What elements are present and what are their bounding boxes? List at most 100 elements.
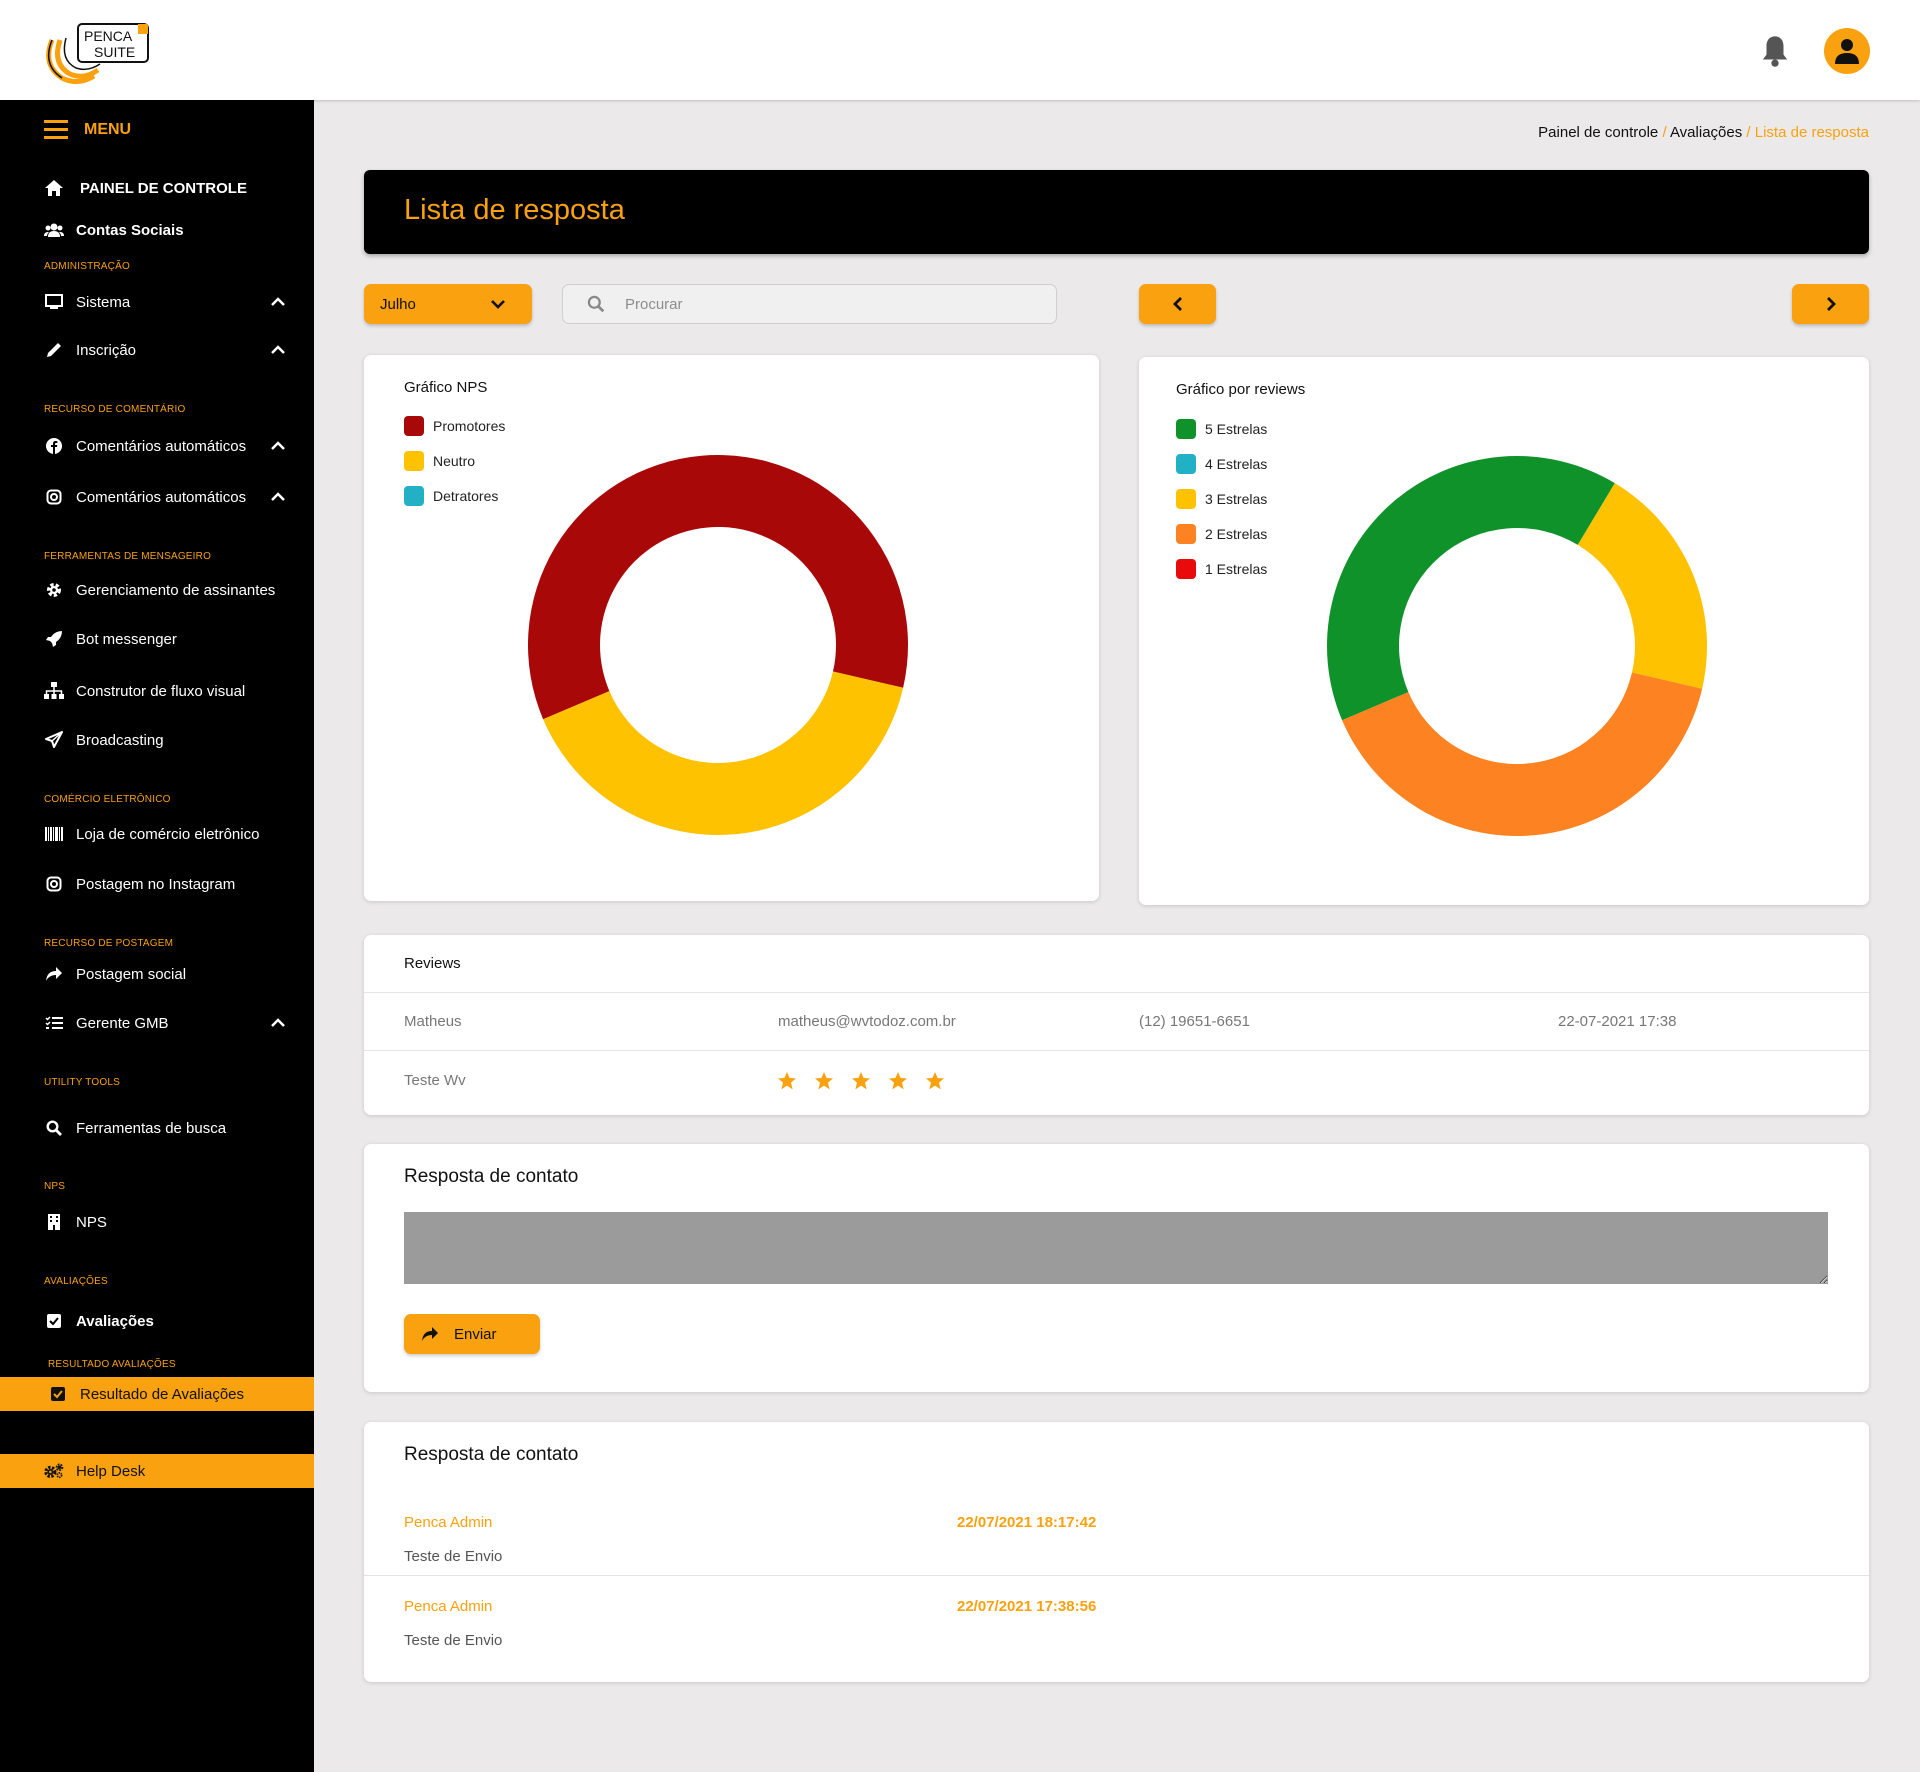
chevron-up-icon[interactable] (270, 1015, 286, 1031)
bell-icon[interactable] (1760, 34, 1790, 68)
table-row[interactable]: Teste Wv (364, 1050, 1869, 1112)
sidebar-item-label: Gerente GMB (76, 1014, 169, 1032)
sidebar-item-gerente-gmb[interactable]: Gerente GMB (0, 1006, 314, 1040)
reviews-donut-chart (1327, 456, 1707, 836)
sidebar-item-comentarios-facebook[interactable]: Comentários automáticos (0, 429, 314, 463)
sidebar-item-painel[interactable]: PAINEL DE CONTROLE (0, 171, 314, 205)
breadcrumb: Painel de controle / Avaliações / Lista … (1538, 124, 1869, 141)
sidebar-item-postagem-social[interactable]: Postagem social (0, 957, 314, 991)
reply-textarea[interactable] (404, 1212, 1828, 1284)
sidebar-item-comentarios-instagram[interactable]: Comentários automáticos (0, 480, 314, 514)
cogs-icon (44, 1461, 64, 1481)
nps-chart-legend: Promotores Neutro Detratores (404, 416, 505, 521)
donut-slice-neutro[interactable] (543, 671, 904, 835)
legend-label: Detratores (433, 488, 499, 504)
month-select[interactable]: Julho (364, 284, 532, 324)
legend-item[interactable]: Neutro (404, 451, 505, 471)
legend-item[interactable]: 1 Estrelas (1176, 559, 1267, 579)
user-icon (1835, 39, 1859, 64)
search-box (562, 284, 1057, 324)
legend-swatch (1176, 524, 1196, 544)
legend-item[interactable]: 3 Estrelas (1176, 489, 1267, 509)
legend-item[interactable]: Promotores (404, 416, 505, 436)
sidebar-item-inscricao[interactable]: Inscrição (0, 333, 314, 367)
logo-text-top: PENCA (84, 28, 133, 44)
reply-date: 22/07/2021 17:38:56 (957, 1598, 1097, 1615)
donut-slice-5-estrelas[interactable] (1327, 456, 1615, 721)
donut-slice-2-estrelas[interactable] (1342, 672, 1703, 836)
breadcrumb-item-painel[interactable]: Painel de controle (1538, 124, 1659, 141)
legend-item[interactable]: 4 Estrelas (1176, 454, 1267, 474)
sidebar-item-contas-sociais[interactable]: Contas Sociais (0, 213, 314, 247)
chevron-up-icon[interactable] (270, 489, 286, 505)
search-icon (587, 295, 605, 313)
chevron-up-icon[interactable] (270, 342, 286, 358)
next-button[interactable] (1792, 284, 1869, 324)
user-avatar[interactable] (1824, 28, 1870, 74)
table-row[interactable]: Matheus matheus@wvtodoz.com.br (12) 1965… (364, 992, 1869, 1050)
send-button[interactable]: Enviar (404, 1314, 540, 1354)
review-phone: (12) 19651-6651 (1139, 1013, 1250, 1030)
reply-form-title: Resposta de contato (404, 1166, 579, 1187)
legend-label: Promotores (433, 418, 506, 434)
sidebar-item-sistema[interactable]: Sistema (0, 285, 314, 319)
reviews-card: Reviews Matheus matheus@wvtodoz.com.br (… (364, 935, 1869, 1115)
star-icon (815, 1072, 833, 1090)
reviews-chart-title: Gráfico por reviews (1176, 381, 1306, 398)
instagram-icon (44, 487, 64, 507)
paper-plane-icon (44, 730, 64, 750)
monitor-icon (44, 292, 64, 312)
sidebar-item-postagem-instagram[interactable]: Postagem no Instagram (0, 867, 314, 901)
search-input[interactable] (625, 295, 1025, 313)
sitemap-icon (44, 681, 64, 701)
legend-swatch (1176, 419, 1196, 439)
sidebar: MENU PAINEL DE CONTROLE Contas Sociais A… (0, 100, 314, 1772)
sidebar-item-nps[interactable]: NPS (0, 1205, 314, 1239)
sidebar-section-avaliacoes: AVALIAÇÕES (44, 1276, 108, 1287)
review-name: Teste Wv (404, 1072, 466, 1089)
month-select-value: Julho (380, 295, 416, 313)
barcode-icon (44, 824, 64, 844)
sidebar-item-fluxo-visual[interactable]: Construtor de fluxo visual (0, 674, 314, 708)
reviews-chart-legend: 5 Estrelas 4 Estrelas 3 Estrelas 2 Estre… (1176, 419, 1267, 594)
donut-slice-promotores[interactable] (528, 455, 908, 720)
chevron-down-icon (491, 300, 505, 309)
sidebar-item-broadcasting[interactable]: Broadcasting (0, 723, 314, 757)
penca-suite-logo[interactable]: PENCA SUITE (42, 20, 152, 86)
previous-button[interactable] (1139, 284, 1216, 324)
legend-swatch (1176, 454, 1196, 474)
sidebar-item-label: Sistema (76, 293, 131, 311)
sidebar-item-avaliacoes[interactable]: Avaliações (0, 1304, 314, 1338)
sidebar-item-label: Comentários automáticos (76, 437, 247, 455)
legend-label: 2 Estrelas (1205, 526, 1268, 542)
sidebar-item-loja[interactable]: Loja de comércio eletrônico (0, 817, 314, 851)
breadcrumb-item-current: Lista de resposta (1754, 124, 1869, 141)
nps-chart-title: Gráfico NPS (404, 379, 488, 396)
legend-label: 3 Estrelas (1205, 491, 1268, 507)
sidebar-item-help-desk[interactable]: Help Desk (0, 1454, 314, 1488)
legend-item[interactable]: Detratores (404, 486, 505, 506)
legend-item[interactable]: 2 Estrelas (1176, 524, 1267, 544)
hamburger-icon (44, 120, 68, 139)
menu-toggle[interactable]: MENU (44, 120, 131, 140)
sidebar-item-ferramentas-busca[interactable]: Ferramentas de busca (0, 1111, 314, 1145)
sidebar-item-label: Avaliações (76, 1312, 154, 1330)
sidebar-item-bot-messenger[interactable]: Bot messenger (0, 622, 314, 656)
sidebar-item-label: PAINEL DE CONTROLE (80, 179, 247, 197)
chevron-up-icon[interactable] (270, 294, 286, 310)
star-icon (889, 1072, 907, 1090)
chevron-up-icon[interactable] (270, 438, 286, 454)
donut-slice-3-estrelas[interactable] (1577, 483, 1707, 689)
reply-text: Teste de Envio (404, 1632, 503, 1649)
sidebar-item-label: Help Desk (76, 1462, 146, 1480)
sidebar-item-assinantes[interactable]: Gerenciamento de assinantes (0, 573, 314, 607)
search-icon (44, 1118, 64, 1138)
share-icon (44, 964, 64, 984)
legend-swatch (1176, 559, 1196, 579)
legend-label: 4 Estrelas (1205, 456, 1268, 472)
sidebar-section-administracao: ADMINISTRAÇÃO (44, 261, 130, 272)
breadcrumb-item-avaliacoes[interactable]: Avaliações (1669, 124, 1743, 141)
legend-item[interactable]: 5 Estrelas (1176, 419, 1267, 439)
sidebar-item-label: Resultado de Avaliações (80, 1385, 245, 1403)
sidebar-item-resultado-avaliacoes[interactable]: Resultado de Avaliações (0, 1377, 314, 1411)
